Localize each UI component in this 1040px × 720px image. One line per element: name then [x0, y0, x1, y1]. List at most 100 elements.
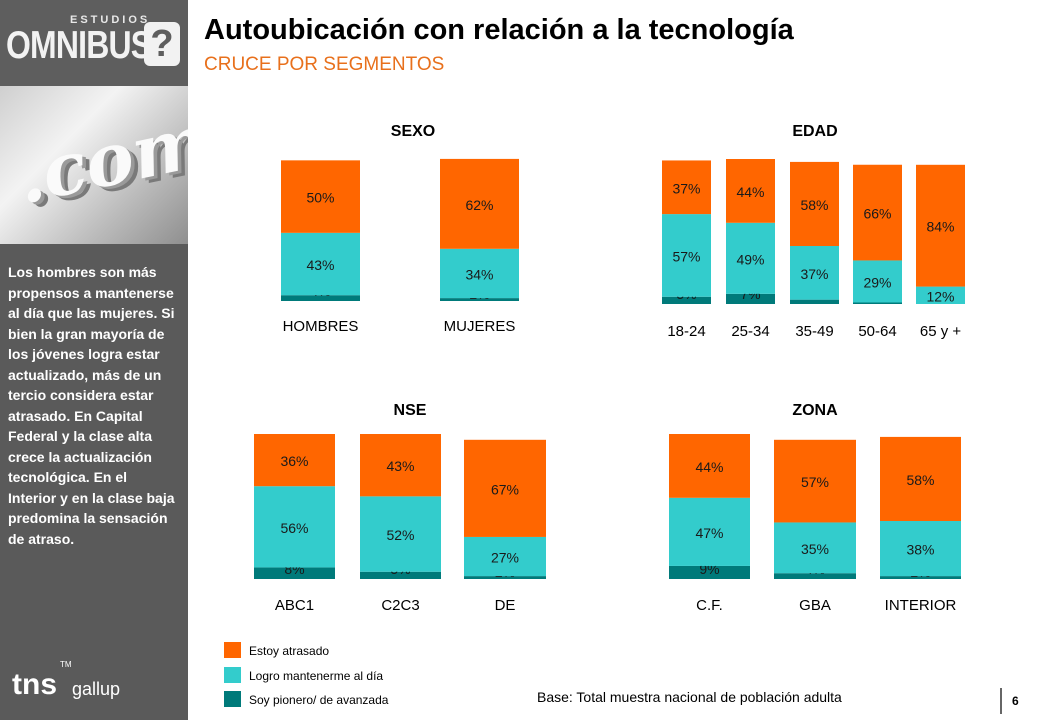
bar-edad-35-49-s1: [790, 246, 839, 300]
data-label-zona-c-f-s1: 47%: [695, 525, 723, 541]
category-label-hombres: HOMBRES: [283, 318, 359, 335]
bar-sexo-hombres-s1: [281, 232, 360, 296]
bar-zona-interior-s1: [880, 521, 961, 577]
category-label-50-64: 50-64: [858, 323, 896, 340]
legend-swatch: [224, 642, 241, 658]
logo-small-text: ESTUDIOS: [70, 14, 151, 26]
chart-title-edad: EDAD: [792, 123, 837, 140]
data-label-sexo-hombres-s2: 50%: [306, 190, 334, 206]
data-label-zona-gba-s1: 35%: [801, 541, 829, 557]
bar-zona-interior-s2: [880, 436, 961, 521]
bar-sexo-mujeres-s0: [440, 298, 519, 301]
sidebar-summary-text: Los hombres son más propensos a mantener…: [8, 264, 175, 547]
bar-edad-50-64-s1: [853, 260, 902, 303]
bar-edad-18-24-s1: [662, 214, 711, 297]
category-label-mujeres: MUJERES: [444, 318, 516, 335]
bar-edad-18-24-s0: [662, 296, 711, 304]
bar-sexo-mujeres-s2: [440, 158, 519, 249]
page-title: Autoubicación con relación a la tecnolog…: [204, 14, 794, 46]
page-subtitle: CRUCE POR SEGMENTOS: [204, 54, 445, 75]
legend-label: Soy pionero/ de avanzada: [249, 693, 389, 707]
category-label-abc1: ABC1: [275, 597, 314, 614]
bar-nse-c2c3-s0: [360, 571, 441, 579]
data-label-edad-65-y-s2: 84%: [926, 219, 954, 235]
data-label-edad-35-49-s2: 58%: [800, 197, 828, 213]
bar-nse-de-s2: [464, 439, 546, 537]
data-label-nse-abc1-s2: 36%: [280, 453, 308, 469]
trademark-mark: TM: [60, 660, 72, 669]
question-mark-icon: ?: [144, 22, 180, 66]
bar-zona-c-f-s1: [669, 497, 750, 566]
bar-edad-50-64-s2: [853, 164, 902, 261]
base-note: Base: Total muestra nacional de població…: [537, 689, 842, 705]
bar-edad-25-34-s2: [726, 159, 775, 223]
category-label-35-49: 35-49: [795, 323, 833, 340]
omnibus-logo: ESTUDIOS OMNIBUS ?: [0, 0, 188, 86]
legend-swatch: [224, 691, 241, 707]
bar-edad-35-49-s2: [790, 161, 839, 246]
data-label-sexo-hombres-s1: 43%: [306, 257, 334, 273]
bar-nse-abc1-s2: [254, 434, 335, 487]
bar-edad-25-34-s1: [726, 222, 775, 294]
data-label-edad-18-24-s2: 37%: [672, 180, 700, 196]
category-label-de: DE: [495, 597, 516, 614]
data-label-sexo-mujeres-s2: 62%: [465, 197, 493, 213]
bar-sexo-mujeres-s1: [440, 248, 519, 299]
data-label-edad-35-49-s1: 37%: [800, 266, 828, 282]
bar-nse-abc1-s0: [254, 567, 335, 579]
legend-label: Logro mantenerme al día: [249, 669, 384, 683]
logo-main-text: OMNIBUS: [6, 24, 152, 67]
bar-edad-65-y-s1: [916, 286, 965, 304]
bar-zona-c-f-s2: [669, 434, 750, 498]
bar-sexo-hombres-s2: [281, 160, 360, 233]
data-label-edad-18-24-s1: 57%: [672, 248, 700, 264]
data-label-sexo-mujeres-s1: 34%: [465, 266, 493, 282]
gallup-logo-text: gallup: [72, 679, 121, 699]
bar-zona-gba-s2: [774, 439, 856, 523]
legend-swatch: [224, 667, 241, 683]
bar-zona-interior-s0: [880, 576, 961, 579]
bar-nse-de-s0: [464, 576, 546, 579]
tns-logo-text: tns: [12, 668, 57, 701]
category-label-gba: GBA: [799, 597, 831, 614]
bar-edad-35-49-s0: [790, 299, 839, 304]
legend-label: Estoy atrasado: [249, 644, 330, 658]
category-label-c-f: C.F.: [696, 597, 723, 614]
data-label-edad-25-34-s1: 49%: [736, 251, 764, 267]
data-label-zona-c-f-s2: 44%: [695, 459, 723, 475]
dotcom-photo: .com: [0, 86, 188, 244]
bar-edad-18-24-s2: [662, 160, 711, 215]
bar-edad-50-64-s0: [853, 302, 902, 304]
data-label-edad-25-34-s2: 44%: [736, 184, 764, 200]
bar-zona-c-f-s0: [669, 565, 750, 579]
data-label-nse-de-s2: 67%: [491, 481, 519, 497]
data-label-zona-interior-s1: 38%: [906, 542, 934, 558]
page-number-divider: [1000, 688, 1002, 714]
chart-title-zona: ZONA: [792, 402, 838, 419]
bar-nse-c2c3-s1: [360, 496, 441, 572]
data-label-nse-c2c3-s2: 43%: [386, 458, 414, 474]
data-label-nse-c2c3-s1: 52%: [386, 527, 414, 543]
data-label-edad-50-64-s1: 29%: [863, 274, 891, 290]
category-label-interior: INTERIOR: [885, 597, 957, 614]
data-label-edad-65-y-s1: 12%: [926, 288, 954, 304]
chart-title-nse: NSE: [394, 402, 427, 419]
chart-title-sexo: SEXO: [391, 123, 435, 140]
category-label-c2c3: C2C3: [381, 597, 419, 614]
bar-edad-65-y-s2: [916, 164, 965, 287]
data-label-zona-gba-s2: 57%: [801, 474, 829, 490]
bar-zona-gba-s0: [774, 573, 856, 579]
category-label-25-34: 25-34: [731, 323, 769, 340]
bar-sexo-hombres-s0: [281, 295, 360, 301]
bar-nse-c2c3-s2: [360, 434, 441, 497]
data-label-nse-de-s1: 27%: [491, 550, 519, 566]
data-label-nse-abc1-s1: 56%: [280, 520, 308, 536]
category-label-65-y: 65 y +: [920, 323, 962, 340]
category-label-18-24: 18-24: [667, 323, 705, 340]
bar-zona-gba-s1: [774, 522, 856, 574]
bar-edad-25-34-s0: [726, 293, 775, 304]
data-label-edad-50-64-s2: 66%: [863, 206, 891, 222]
sidebar: ESTUDIOS OMNIBUS ? .com Los hombres son …: [0, 0, 188, 720]
page-number: 6: [1012, 694, 1019, 708]
